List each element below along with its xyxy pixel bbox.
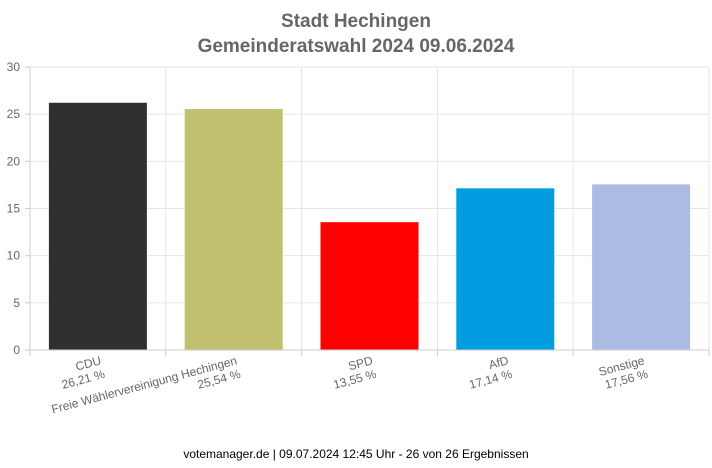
axes bbox=[29, 67, 710, 356]
bar-freie-w-hlervereinigung-hechingen bbox=[184, 109, 283, 351]
chart-title-line-2: Gemeinderatswahl 2024 09.06.2024 bbox=[198, 36, 515, 57]
footer-source: votemanager.de | 09.07.2024 12:45 Uhr - … bbox=[183, 447, 529, 461]
bar-afd bbox=[456, 188, 555, 350]
bars bbox=[48, 102, 691, 351]
category-name-label: SPD bbox=[347, 353, 375, 373]
y-tick-label: 30 bbox=[7, 60, 21, 74]
y-tick-label: 10 bbox=[7, 249, 21, 263]
bar-spd bbox=[320, 222, 419, 350]
bar-cdu bbox=[48, 102, 147, 350]
y-tick-label: 0 bbox=[13, 343, 20, 357]
y-tick-label: 15 bbox=[7, 202, 21, 216]
category-name-label: AfD bbox=[487, 353, 510, 372]
y-tick-label: 5 bbox=[13, 296, 20, 310]
y-tick-label: 20 bbox=[7, 154, 21, 168]
chart-title-line-1: Stadt Hechingen bbox=[281, 11, 431, 32]
bar-sonstige bbox=[592, 184, 691, 350]
y-tick-label: 25 bbox=[7, 107, 21, 121]
y-axis-ticks: 0 5 10 15 20 25 30 bbox=[7, 60, 30, 357]
category-name-label: CDU bbox=[74, 353, 103, 373]
